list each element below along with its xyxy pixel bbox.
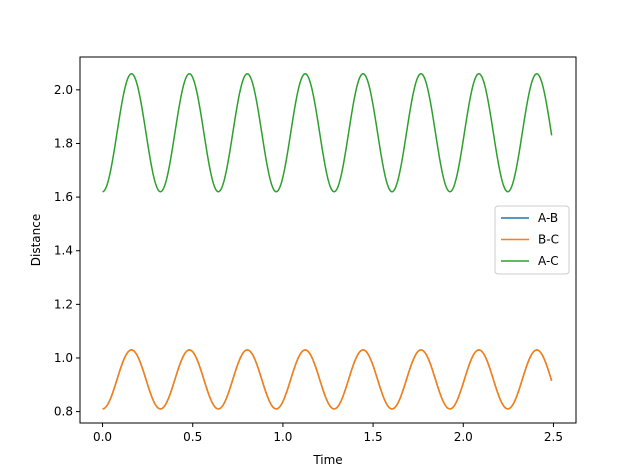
x-axis: 0.0 0.5 1.0 1.5 2.0 2.5 (93, 423, 563, 444)
series-line-a-c (102, 72, 553, 193)
plot-frame (79, 56, 577, 424)
legend-label-b-c: B-C (538, 233, 559, 247)
x-tick-label: 0.5 (183, 430, 202, 444)
series-line-b-c (102, 349, 553, 410)
y-tick-label: 1.6 (54, 190, 73, 204)
x-tick-label: 0.0 (93, 430, 112, 444)
x-tick-label: 2.0 (454, 430, 473, 444)
series-layer (102, 72, 553, 410)
x-tick-label: 2.5 (544, 430, 563, 444)
legend-label-a-c: A-C (538, 254, 559, 268)
y-tick-label: 0.8 (54, 405, 73, 419)
x-axis-label: Time (312, 453, 342, 467)
legend-box (494, 205, 570, 275)
y-tick-label: 1.4 (54, 244, 73, 258)
y-axis-label: Distance (29, 214, 43, 266)
x-tick-label: 1.5 (364, 430, 383, 444)
x-tick-label: 1.0 (273, 430, 292, 444)
y-tick-label: 2.0 (54, 83, 73, 97)
y-tick-label: 1.0 (54, 351, 73, 365)
y-tick-label: 1.2 (54, 297, 73, 311)
legend: A-B B-C A-C (494, 205, 570, 275)
y-axis: 0.8 1.0 1.2 1.4 1.6 1.8 2.0 (54, 83, 80, 419)
y-tick-label: 1.8 (54, 136, 73, 150)
legend-label-a-b: A-B (538, 211, 558, 225)
